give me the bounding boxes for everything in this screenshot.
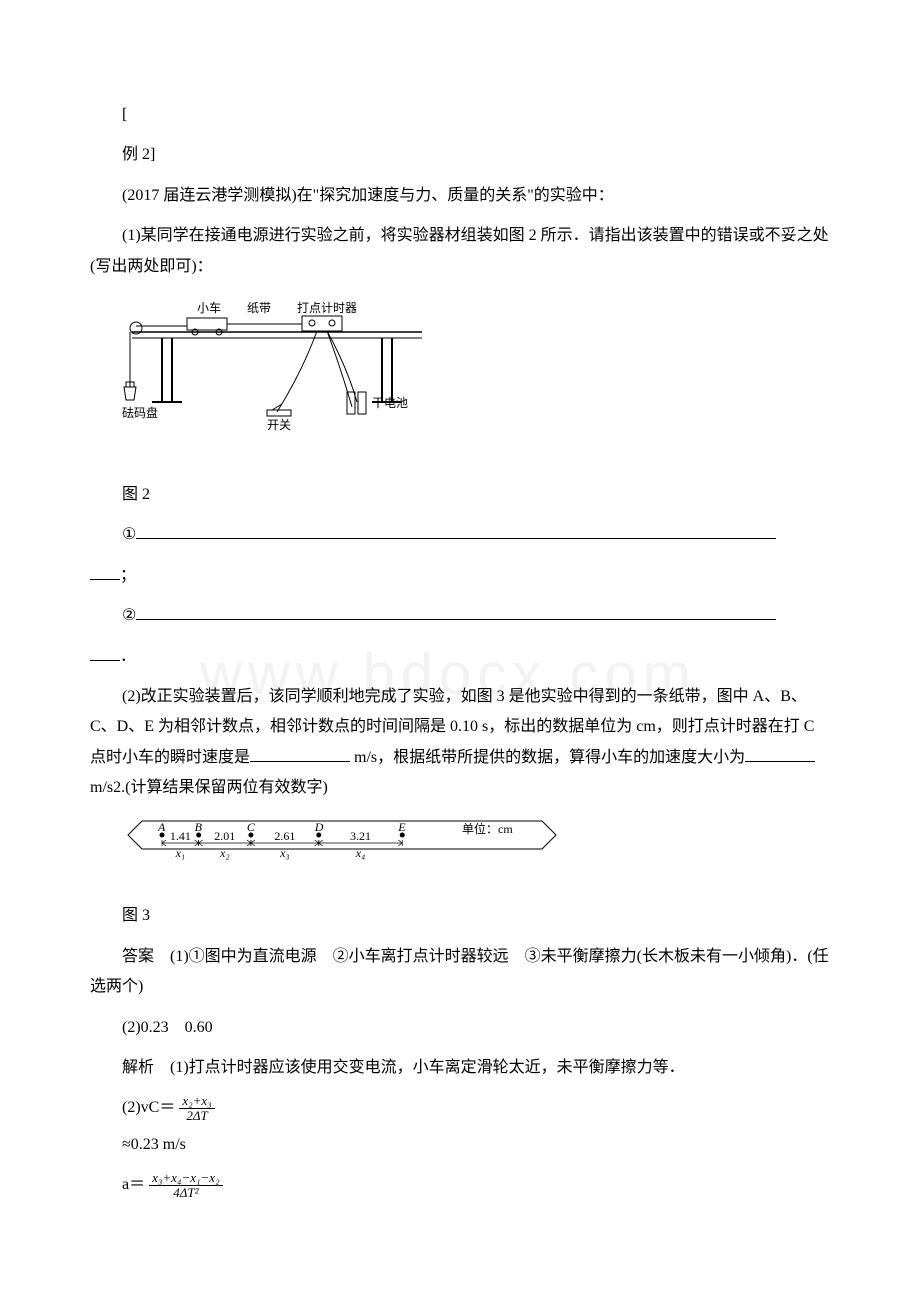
- svg-text:3.21: 3.21: [350, 829, 371, 843]
- example-label: 例 2]: [90, 140, 830, 170]
- formula2-den: 4ΔT²: [170, 1186, 201, 1200]
- battery-label: 干电池: [372, 396, 408, 410]
- figure-2: 小车 纸带 打点计时器 砝码盘 干电池 开关: [122, 292, 830, 442]
- analysis-label: 解析: [122, 1059, 154, 1076]
- blank-1-line: ①: [90, 520, 830, 550]
- svg-text:A: A: [157, 820, 166, 834]
- svg-text:B: B: [195, 820, 203, 834]
- fig3-caption: 图 3: [90, 901, 830, 931]
- formula-vc: (2)vC＝ x₂+x₃ 2ΔT: [122, 1093, 830, 1123]
- example-num: 例 2: [122, 146, 150, 163]
- unit-label: 单位：cm: [462, 821, 513, 836]
- bracket-close: ]: [150, 146, 155, 163]
- formula1-den: 2ΔT: [183, 1109, 210, 1123]
- bracket: [: [90, 100, 830, 130]
- answer-line: 答案 (1)①图中为直流电源 ②小车离打点计时器较远 ③未平衡摩擦力(长木板未有…: [90, 942, 830, 1003]
- svg-text:D: D: [314, 820, 324, 834]
- analysis-line: 解析 (1)打点计时器应该使用交变电流，小车离定滑轮太近，未平衡摩擦力等．: [90, 1053, 830, 1083]
- answer-label: 答案: [122, 948, 154, 965]
- tape-label: 纸带: [247, 301, 271, 315]
- formula1-num: x₂+x₃: [179, 1094, 214, 1109]
- intro-text: 在"探究加速度与力、质量的关系"的实验中：: [297, 187, 614, 204]
- formula2-prefix: a＝: [122, 1170, 145, 1200]
- answer-text: (1)①图中为直流电源 ②小车离打点计时器较远 ③未平衡摩擦力(长木板未有一小倾…: [90, 948, 829, 995]
- figure-3: A B C D E 1.41 x₁ 2.01 x₂ 2.61 x₃ 3.21 x₄ 单位：cm: [122, 813, 830, 863]
- formula-a: a＝ x₃+x₄−x₁−x₂ 4ΔT²: [122, 1170, 830, 1200]
- svg-text:x₂: x₂: [219, 846, 230, 860]
- blank-1-suffix: ；: [90, 561, 830, 591]
- svg-text:C: C: [247, 820, 256, 834]
- switch-label: 开关: [267, 418, 291, 432]
- svg-text:E: E: [397, 820, 406, 834]
- timer-label: 打点计时器: [297, 301, 357, 315]
- svg-text:x₁: x₁: [175, 846, 186, 860]
- intro-para: (2017 届连云港学测模拟)在"探究加速度与力、质量的关系"的实验中：: [90, 181, 830, 211]
- blank2-label: ②: [122, 607, 136, 624]
- q1-stem: (1)某同学在接通电源进行实验之前，将实验器材组装如图 2 所示．请指出该装置中…: [90, 221, 830, 282]
- formula2-num: x₃+x₄−x₁−x₂: [149, 1171, 222, 1186]
- q2-c: m/s2.(计算结果保留两位有效数字): [90, 779, 328, 796]
- cart-label: 小车: [197, 300, 221, 315]
- q2-stem: (2)改正实验装置后，该同学顺利地完成了实验，如图 3 是他实验中得到的一条纸带…: [90, 682, 830, 804]
- q2-b: m/s，根据纸带所提供的数据，算得小车的加速度大小为: [350, 749, 745, 766]
- answer-2: (2)0.23 0.60: [90, 1013, 830, 1043]
- blank-2-line: ②: [90, 601, 830, 631]
- fig2-caption: 图 2: [90, 480, 830, 510]
- formula1-prefix: (2)vC＝: [122, 1093, 175, 1123]
- weights-label: 砝码盘: [122, 405, 158, 420]
- formula1-result: ≈0.23 m/s: [122, 1130, 830, 1160]
- svg-text:x₄: x₄: [355, 846, 366, 860]
- analysis-text: (1)打点计时器应该使用交变电流，小车离定滑轮太近，未平衡摩擦力等．: [154, 1059, 685, 1076]
- svg-text:2.61: 2.61: [274, 829, 295, 843]
- blank-2-suffix: ．: [90, 642, 830, 672]
- blank1-label: ①: [122, 526, 136, 543]
- svg-text:x₃: x₃: [279, 846, 290, 860]
- source-text: (2017 届连云港学测模拟): [122, 187, 297, 204]
- svg-text:1.41: 1.41: [170, 829, 191, 843]
- svg-text:2.01: 2.01: [214, 829, 235, 843]
